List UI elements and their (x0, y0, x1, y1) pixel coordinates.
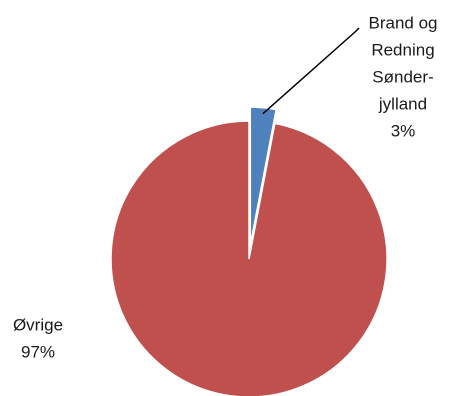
pie-slice-name-label: Redning (371, 40, 434, 59)
pie-labels: Brand og Redning Sønder-jylland 3% Øvrige 97% (13, 13, 438, 361)
pie-slice-1 (110, 120, 388, 396)
pie-slice-percent-label: 3% (391, 121, 416, 140)
pie-slice-name-label: Sønder- (372, 67, 433, 86)
pie-slice-0 (249, 106, 278, 246)
leader-line (262, 27, 360, 115)
pie-slice-name-label: jylland (378, 94, 427, 113)
pie-slice-name-label: Brand og (369, 13, 438, 32)
pie-slice-name-label: Øvrige (13, 315, 63, 334)
pie-slice-label-1: Øvrige 97% (13, 315, 63, 361)
pie-slices (110, 106, 388, 396)
pie-slice-label-0: Brand og Redning Sønder-jylland 3% (369, 13, 438, 140)
pie-slice-percent-label: 97% (21, 342, 55, 361)
